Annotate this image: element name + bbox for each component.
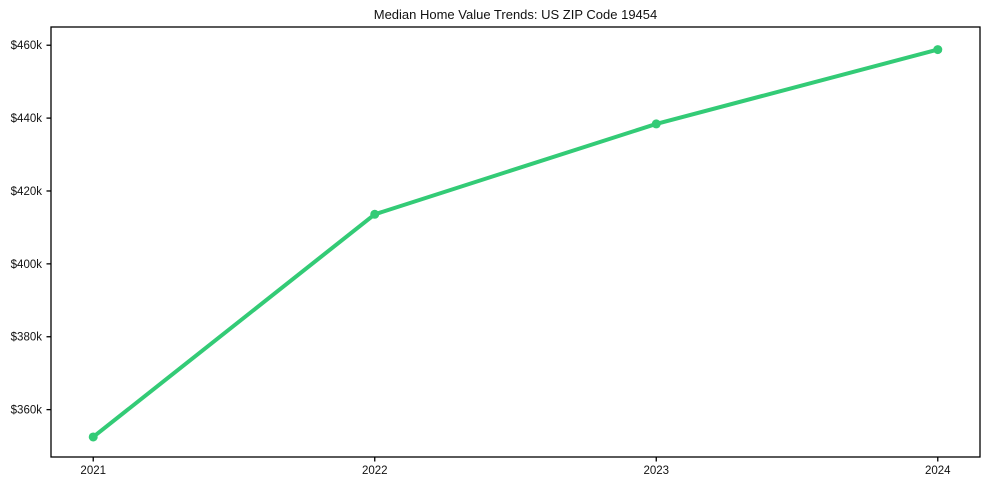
plot-border xyxy=(50,26,981,458)
y-tick-label: $400k xyxy=(11,259,43,271)
data-point-marker xyxy=(370,209,380,219)
y-tick-label: $380k xyxy=(11,332,43,344)
y-tick-label: $420k xyxy=(11,186,43,198)
y-tick-label: $360k xyxy=(11,405,43,417)
plot-area: $360k $380k $400k $420k $440k $460k 2021 2022 20… xyxy=(11,26,981,477)
x-tick-label: 2021 xyxy=(80,465,106,477)
y-tick-label: $460k xyxy=(11,40,43,52)
trend-line xyxy=(91,47,940,439)
data-point-marker xyxy=(933,45,943,55)
x-tick-label: 2023 xyxy=(643,465,669,477)
data-point-marker xyxy=(651,119,661,129)
x-tick-label: 2022 xyxy=(362,465,388,477)
chart-title: Median Home Value Trends: US ZIP Code 19… xyxy=(374,7,658,22)
y-tick-label: $440k xyxy=(11,113,43,125)
data-point-marker xyxy=(88,432,98,442)
x-tick-label: 2024 xyxy=(925,465,951,477)
